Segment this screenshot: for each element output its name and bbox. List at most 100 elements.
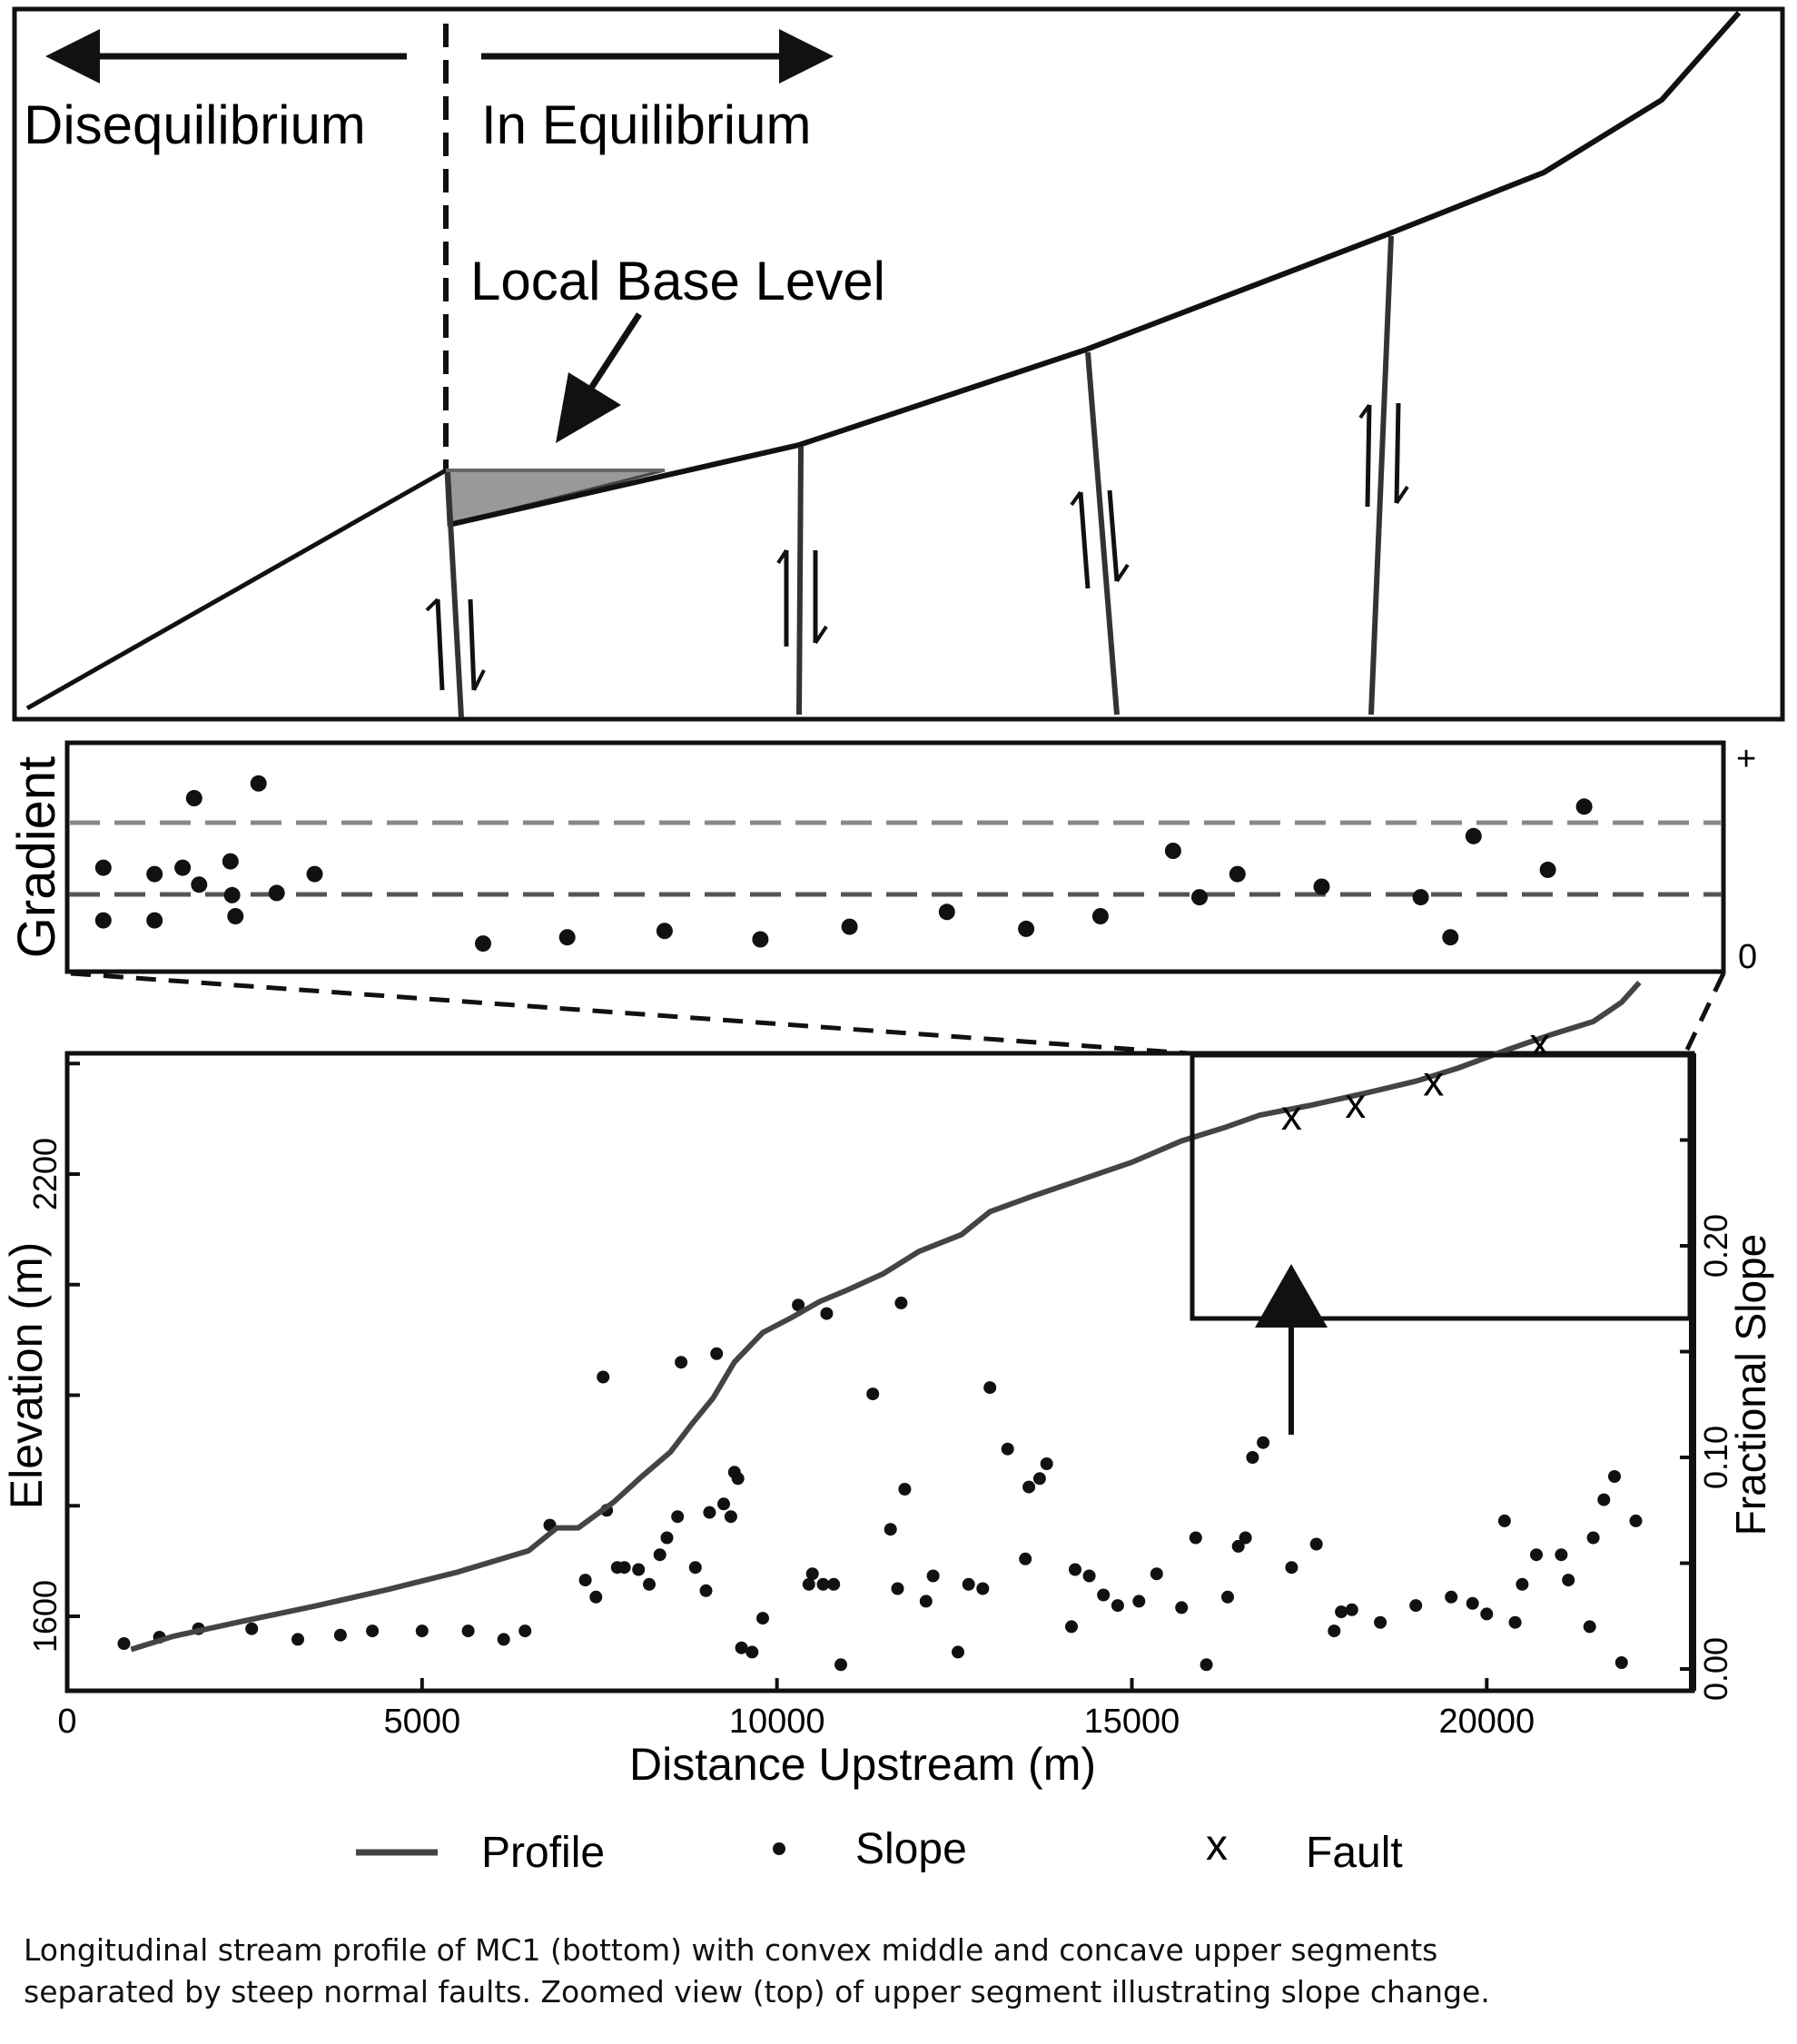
slope-point: [1022, 1480, 1036, 1494]
slope-point: [1345, 1603, 1358, 1616]
elevation-axis-ticks: 1600 2200: [26, 1061, 80, 1653]
slope-point: [1065, 1620, 1078, 1634]
zoom-connector-left: [70, 971, 1190, 1056]
slope-point: [1516, 1577, 1529, 1591]
gradient-plus-tick: +: [1736, 740, 1756, 778]
slope-point: [884, 1523, 897, 1536]
gradient-point: [1164, 843, 1181, 859]
slope-point: [898, 1483, 912, 1496]
slope-point: [117, 1637, 131, 1650]
slope-point: [1597, 1493, 1611, 1506]
gradient-point: [752, 931, 769, 948]
slope-axis-ticks: 0.00 0.10 0.20: [1680, 1138, 1734, 1701]
legend-profile-label: Profile: [481, 1829, 605, 1877]
slope-point: [632, 1563, 646, 1576]
fault-mark: x: [1529, 1020, 1550, 1067]
caption-line-2: separated by steep normal faults. Zoomed…: [24, 1974, 1490, 2009]
legend: Profile Slope x Fault: [356, 1822, 1403, 1877]
slope-point: [1200, 1658, 1213, 1672]
profile-line: [130, 980, 1642, 1653]
slope-point: [952, 1645, 964, 1659]
base-level-arrow: [556, 312, 642, 443]
gradient-point: [306, 865, 323, 883]
slope-point: [1231, 1539, 1245, 1553]
elevation-tick-label: 2200: [26, 1138, 64, 1210]
schematic-frame: [12, 6, 1785, 722]
x-tick-label: 10000: [729, 1703, 825, 1741]
slope-point: [1132, 1595, 1146, 1608]
slope-point: [827, 1577, 841, 1591]
slope-point: [1175, 1601, 1189, 1614]
x-tick-label: 20000: [1438, 1703, 1535, 1741]
slope-point: [1608, 1470, 1621, 1483]
slope-point: [291, 1633, 304, 1646]
slope-point: [1445, 1590, 1458, 1604]
slope-point: [805, 1567, 819, 1581]
slope-point: [1629, 1514, 1643, 1527]
disequilibrium-label: Disequilibrium: [24, 94, 366, 155]
slope-point: [617, 1561, 631, 1575]
slope-point: [1480, 1607, 1494, 1621]
gradient-point: [185, 790, 202, 806]
slope-point: [1040, 1457, 1053, 1470]
slope-point: [710, 1347, 724, 1360]
gradient-zero-tick: 0: [1738, 938, 1757, 976]
legend-fault-label: Fault: [1306, 1829, 1403, 1877]
slope-points: [117, 1296, 1643, 1672]
gradient-point: [268, 884, 285, 902]
gradient-point: [223, 886, 241, 904]
zoom-box: [1190, 1052, 1693, 1321]
gradient-point: [227, 908, 244, 924]
legend-slope-swatch: [773, 1842, 785, 1855]
x-tick-label: 5000: [384, 1703, 461, 1741]
slope-point: [1374, 1615, 1387, 1629]
elevation-axis-label: Elevation (m): [1, 1242, 52, 1510]
gradient-point: [146, 865, 163, 883]
slope-point: [578, 1574, 592, 1587]
slope-point: [333, 1628, 347, 1642]
slope-point: [1189, 1531, 1202, 1545]
slope-point: [1285, 1561, 1298, 1575]
x-axis-ticks: 0 5000 10000 15000 20000: [57, 1678, 1535, 1741]
gradient-point: [146, 912, 163, 929]
slope-point: [724, 1510, 737, 1524]
slope-point: [245, 1622, 259, 1635]
gradient-point: [475, 935, 491, 953]
slope-point: [675, 1356, 688, 1369]
slope-point: [891, 1582, 904, 1595]
gradient-point: [1412, 889, 1429, 906]
gradient-point: [938, 904, 955, 921]
slope-point: [518, 1624, 532, 1638]
slope-point: [688, 1561, 702, 1575]
gradient-point: [1465, 827, 1482, 844]
gradient-point: [1575, 798, 1593, 815]
gradient-point: [1091, 908, 1109, 924]
zoom-arrow: [1255, 1264, 1328, 1435]
slope-point: [816, 1577, 830, 1591]
fault-mark: x: [1281, 1091, 1302, 1139]
gradient-frame: [64, 740, 1726, 974]
slope-point: [792, 1298, 805, 1312]
slope-point: [976, 1582, 990, 1595]
slope-tick-label: 0.00: [1697, 1637, 1734, 1701]
slope-point: [1001, 1442, 1014, 1456]
elevation-tick-label: 1600: [26, 1580, 64, 1653]
caption-line-1: Longitudinal stream profile of MC1 (bott…: [24, 1932, 1438, 1968]
gradient-points: [94, 775, 1593, 953]
upper-profile-line: [448, 11, 1742, 528]
slope-point: [834, 1658, 847, 1672]
fault-2: [776, 446, 828, 716]
slope-point: [1530, 1548, 1543, 1562]
slope-point: [1257, 1436, 1270, 1449]
disequilibrium-arrow: [45, 29, 407, 84]
slope-point: [866, 1387, 880, 1401]
slope-point: [983, 1381, 997, 1395]
slope-point: [660, 1531, 674, 1545]
slope-point: [1614, 1656, 1628, 1669]
slope-point: [731, 1472, 745, 1486]
slope-point: [820, 1307, 834, 1320]
slope-point: [802, 1577, 815, 1591]
